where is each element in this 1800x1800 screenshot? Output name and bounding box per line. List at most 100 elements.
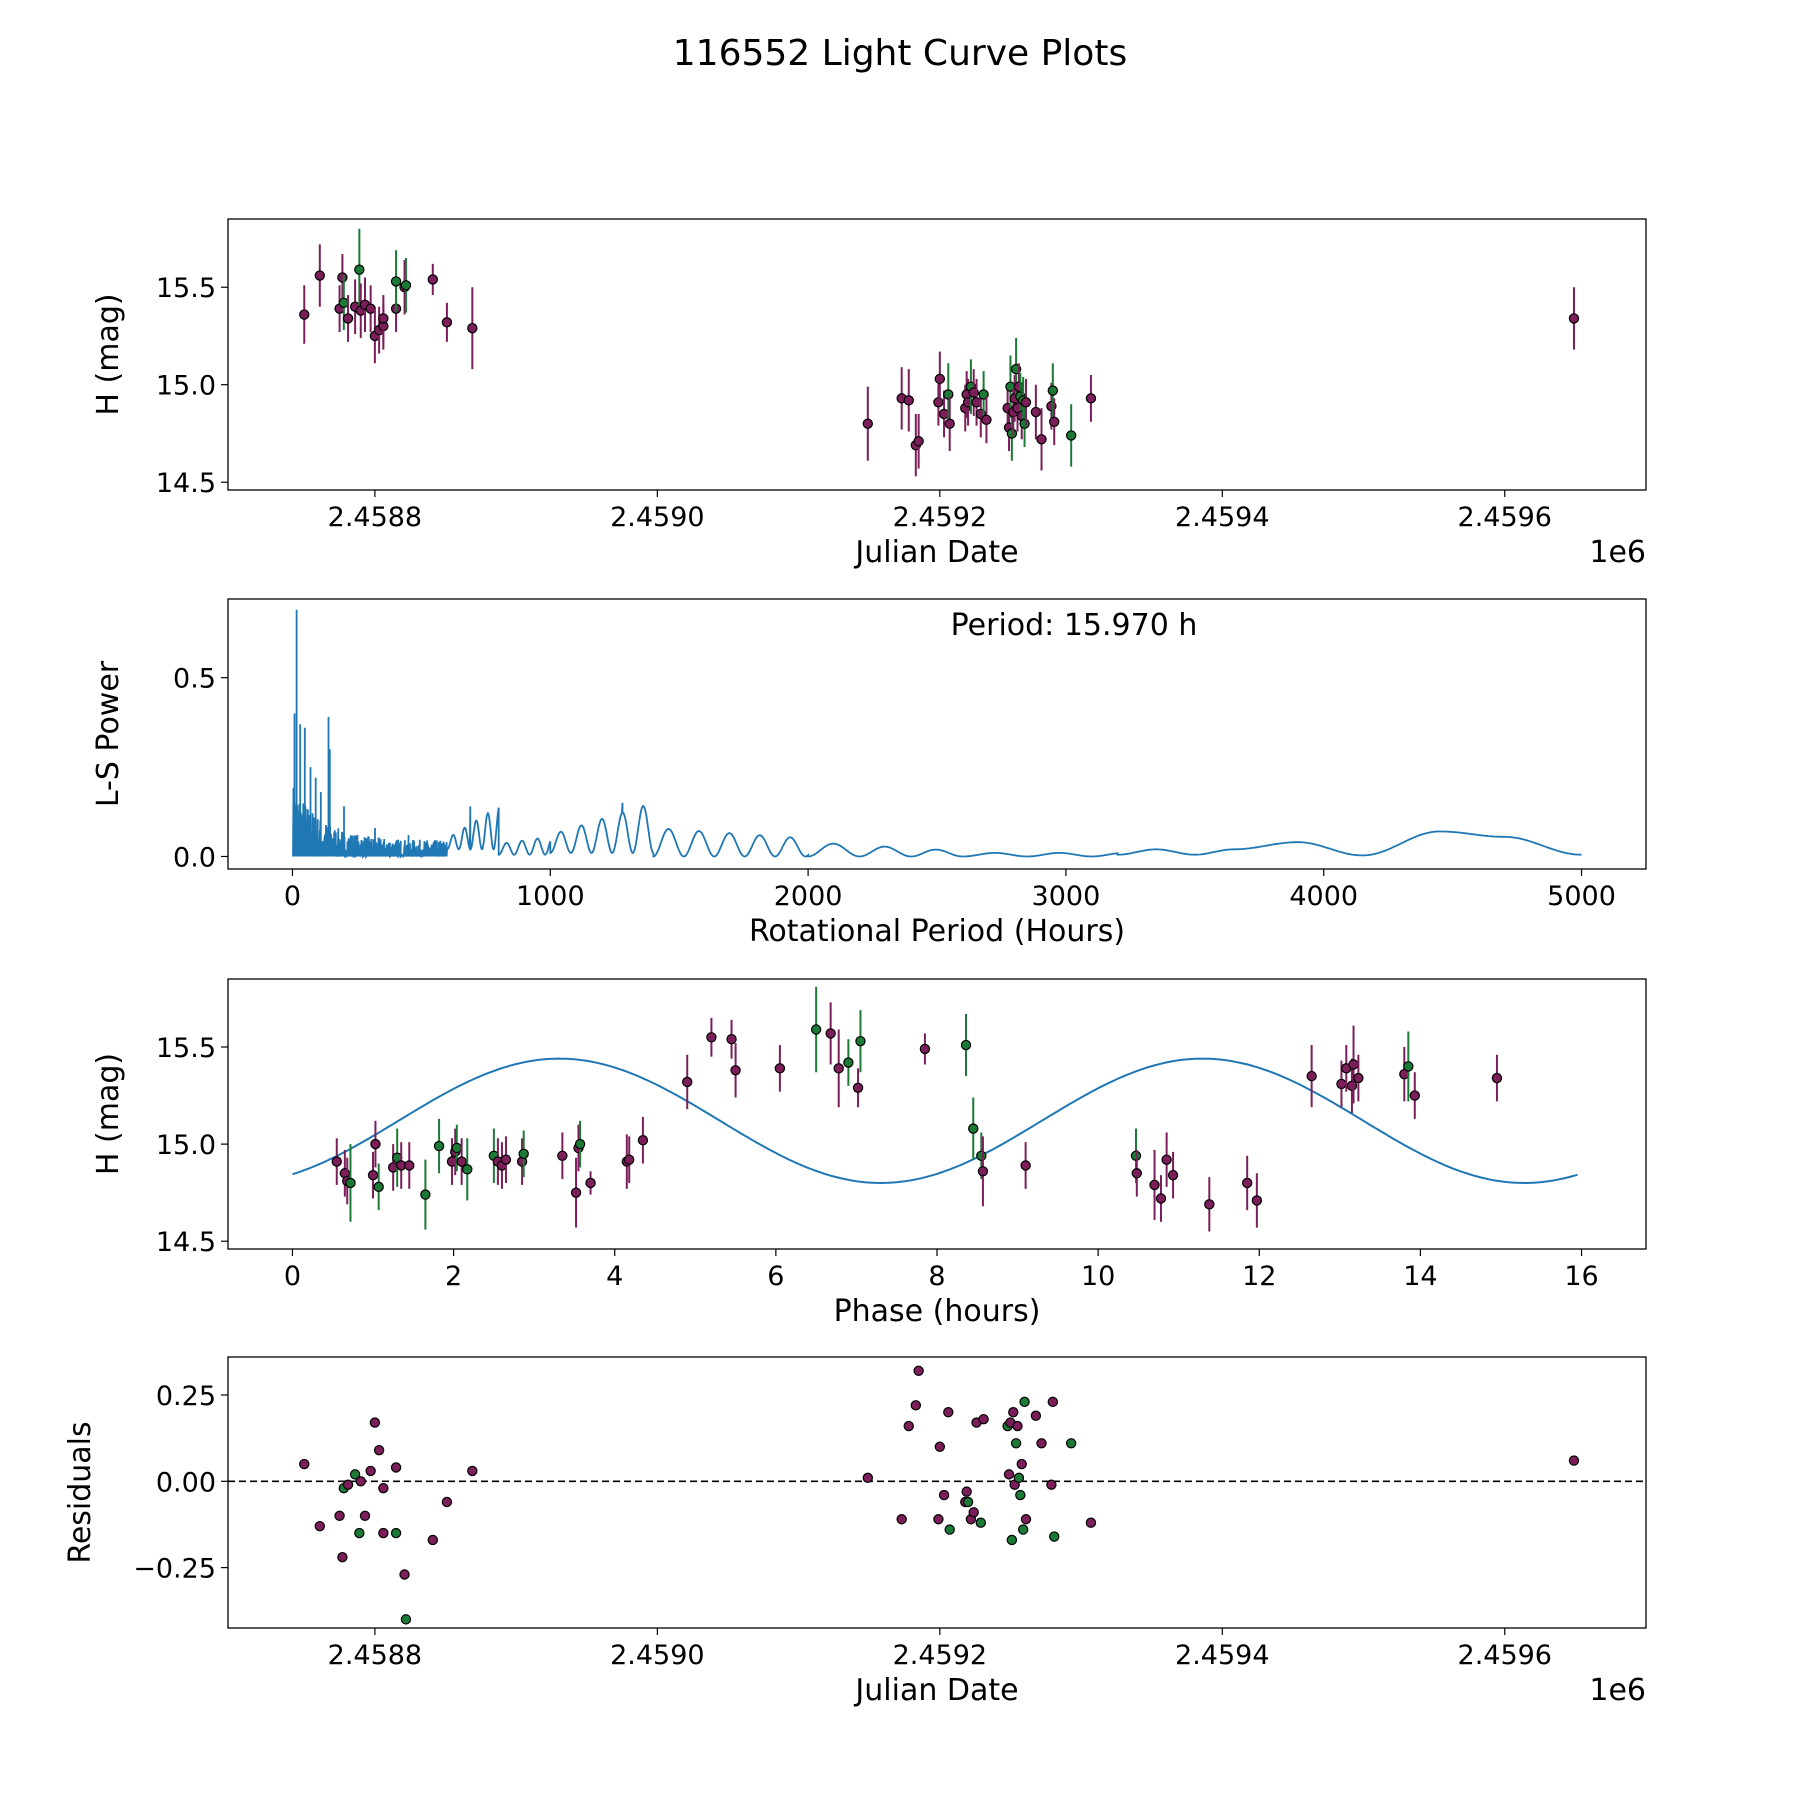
lightcurve-point: [1047, 385, 1059, 396]
residual-point: [378, 1527, 389, 1539]
lightcurve-point: [938, 408, 950, 420]
residual-point: [369, 1417, 381, 1428]
y-tick-label: 0.0: [173, 842, 216, 873]
lightcurve-point: [981, 414, 992, 426]
phased-point: [1167, 1169, 1179, 1181]
residual-point: [978, 1413, 989, 1425]
residual-point: [913, 1365, 924, 1377]
x-tick-label: 2.4592: [893, 1640, 987, 1671]
residual-point: [1049, 1531, 1060, 1542]
phased-point: [855, 1035, 866, 1047]
phased-point: [706, 1032, 717, 1043]
residual-point: [933, 1514, 944, 1525]
phased-point: [1409, 1090, 1420, 1101]
residual-point: [337, 1552, 348, 1563]
y-tick-label: 15.5: [156, 1033, 216, 1064]
phased-point: [404, 1160, 415, 1171]
residual-point: [1085, 1517, 1097, 1528]
residual-point: [1013, 1472, 1025, 1484]
x-tick-label: 2.4594: [1175, 1640, 1269, 1671]
phased-point: [852, 1082, 864, 1093]
figure-title: 116552 Light Curve Plots: [673, 33, 1127, 74]
residual-point: [314, 1520, 326, 1532]
plot-frame: [227, 598, 1647, 870]
x-tick-label: 5000: [1547, 881, 1616, 912]
residual-point: [943, 1407, 954, 1418]
residual-point: [342, 1479, 354, 1490]
lightcurve-point: [338, 297, 350, 309]
lightcurve-point: [400, 280, 412, 291]
residual-point: [1047, 1396, 1059, 1408]
x-tick-label: 1000: [516, 881, 585, 912]
phased-point: [367, 1169, 379, 1181]
x-tick-label: 2.4596: [1458, 1640, 1552, 1671]
lightcurve-point: [903, 395, 914, 406]
phased-point: [373, 1181, 384, 1193]
phased-point: [462, 1164, 473, 1175]
lightcurve-point: [971, 397, 982, 408]
residual-point: [1065, 1438, 1077, 1449]
phased-point: [433, 1140, 445, 1152]
residual-point: [365, 1465, 376, 1477]
lightcurve-point: [913, 436, 924, 447]
lightcurve-point: [441, 317, 453, 328]
phased-point: [833, 1063, 844, 1074]
lightcurve-point: [1065, 430, 1077, 441]
y-tick-label: 0.00: [156, 1467, 216, 1498]
lightcurve-point: [427, 274, 438, 285]
phased-ylabel: H (mag): [91, 1053, 126, 1175]
phased-point: [1251, 1195, 1263, 1206]
phased-point: [1149, 1179, 1160, 1191]
phased-point: [331, 1156, 342, 1167]
residual-point: [1003, 1469, 1015, 1480]
y-tick-label: 0.5: [173, 664, 216, 695]
phased-point: [1155, 1193, 1167, 1204]
phased-point: [570, 1187, 582, 1198]
plot-frame: [227, 218, 1647, 491]
x-tick-label: 2.4588: [328, 1640, 422, 1671]
plot-frame: [227, 978, 1647, 1250]
x-tick-label: 2.4594: [1175, 502, 1269, 533]
lightcurve-point: [933, 397, 944, 408]
residual-point: [1036, 1438, 1047, 1449]
phased-point: [1336, 1078, 1347, 1090]
phased-point: [500, 1154, 512, 1165]
phased-point: [1204, 1199, 1215, 1210]
lightcurve-point: [1049, 416, 1060, 427]
phased-point: [825, 1028, 836, 1039]
residual-point: [390, 1527, 402, 1539]
y-tick-label: 14.5: [156, 1227, 216, 1258]
residual-point: [896, 1514, 907, 1525]
y-tick-label: 14.5: [156, 468, 216, 499]
lightcurve-offset-label: 1e6: [1589, 535, 1646, 570]
phased-point: [1348, 1059, 1359, 1070]
residual-point: [1046, 1479, 1057, 1490]
phased-point: [585, 1177, 596, 1189]
residuals-panel: Julian Date Residuals 1e6 2.4588 2.4590 2.…: [63, 1356, 1647, 1708]
periodogram-xlabel: Rotational Period (Hours): [749, 914, 1125, 949]
x-tick-label: 2.4588: [328, 502, 422, 533]
residual-point: [467, 1465, 478, 1477]
phased-point: [810, 1024, 822, 1035]
y-tick-label: 15.0: [156, 371, 216, 402]
residual-point: [1568, 1455, 1580, 1466]
phased-point: [968, 1123, 979, 1134]
phased-point: [518, 1148, 529, 1160]
residuals-ylabel: Residuals: [63, 1421, 98, 1563]
phased-point: [574, 1138, 586, 1150]
lightcurve-point: [1006, 428, 1018, 439]
periodogram-ylabel: L-S Power: [91, 660, 126, 807]
x-tick-label: 2.4596: [1458, 502, 1552, 533]
phased-point: [637, 1135, 649, 1146]
residual-point: [1030, 1410, 1042, 1421]
phased-point: [1346, 1080, 1358, 1092]
residuals-xlabel: Julian Date: [853, 1673, 1018, 1708]
residual-point: [903, 1420, 914, 1432]
lightcurve-point: [314, 270, 326, 281]
phased-point: [624, 1154, 635, 1165]
residual-point: [399, 1569, 410, 1580]
x-tick-label: 2.4592: [893, 502, 987, 533]
phased-point: [1403, 1061, 1414, 1072]
residual-point: [1008, 1407, 1019, 1418]
phased-point: [682, 1076, 693, 1088]
